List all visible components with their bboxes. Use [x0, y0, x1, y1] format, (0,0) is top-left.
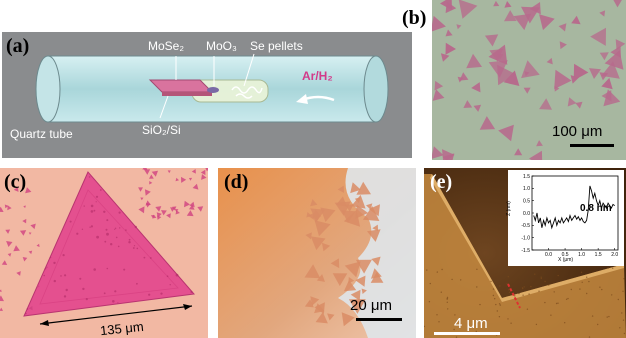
substrate-label: SiO₂/Si	[142, 123, 181, 137]
y-tick-label: 1.5	[523, 174, 530, 180]
flake-debris	[0, 168, 208, 311]
panel-label-e: (e)	[430, 171, 453, 193]
se-pellets	[231, 86, 263, 94]
inset-ylabel: Z (nm)	[505, 201, 512, 216]
triangular-flake	[23, 171, 195, 317]
dimension-arrow-left	[40, 320, 49, 326]
moo3-label: MoO₃	[206, 39, 237, 53]
scale-bar-b-line	[570, 144, 614, 147]
afm-profile-marker	[507, 283, 521, 309]
afm-flake	[424, 174, 626, 338]
scale-bar-e-label: 4 μm	[454, 315, 488, 332]
panel-c: 135 μm (c)	[0, 168, 208, 338]
scale-bar-d-label: 20 μm	[350, 297, 392, 314]
x-tick-label: 0.0	[545, 252, 552, 258]
quartz-tube-left-end	[35, 55, 61, 123]
y-tick-label: -0.5	[521, 223, 530, 229]
height-profile-inset: 0.0 0.5 1.0 1.5 2.0 -1.5 -1.0 -0.5 0.0 0.5 1.0 1.5 …	[505, 170, 624, 266]
panel-c-micrograph	[0, 168, 208, 326]
panel-e: 4 μm (e) 0.0 0.5 1.0 1.5 2.0 -1.5 -1.0 -0.5 0.0 0…	[424, 168, 626, 338]
quartz-tube-right-end	[363, 55, 389, 123]
triangular-flake-inner	[39, 189, 179, 305]
quartz-tube-label: Quartz tube	[10, 127, 73, 141]
y-tick-label: 0.0	[523, 211, 530, 217]
mose2-label: MoSe₂	[148, 39, 185, 53]
flake-field	[432, 0, 626, 160]
panel-d-micrograph	[218, 168, 416, 338]
x-tick-label: 2.0	[611, 252, 618, 258]
thickness-label: 0.8 nm	[580, 203, 612, 214]
se-leader	[243, 53, 255, 87]
flake-surface-texture	[25, 176, 193, 315]
panel-label-b: (b)	[402, 7, 427, 29]
height-profile-plot: 0.0 0.5 1.0 1.5 2.0 -1.5 -1.0 -0.5 0.0 0.5 1.0 1.5	[521, 174, 619, 258]
se-pellets-label: Se pellets	[250, 39, 303, 53]
panel-a: MoSe₂ MoO₃ Se pellets Ar/H₂ Quartz tube …	[0, 0, 420, 160]
inset-xlabel: X (μm)	[558, 257, 574, 263]
panel-b-micrograph	[432, 0, 626, 160]
panel-b: 100 μm	[432, 0, 626, 160]
substrate-leader	[159, 95, 169, 119]
height-profile-line	[533, 185, 615, 230]
mose2-substrate-edge	[162, 92, 212, 96]
scale-bar-b: 100 μm	[550, 124, 620, 154]
panel-label-a: (a)	[6, 35, 30, 57]
y-tick-label: 0.5	[523, 198, 530, 204]
y-tick-label: 1.0	[523, 186, 530, 192]
scale-bar-d: 20 μm	[346, 294, 412, 334]
dense-flakes	[304, 181, 384, 327]
scale-bar-b-label: 100 μm	[552, 123, 603, 140]
moo3-powder	[207, 87, 219, 93]
dimension-line	[39, 305, 193, 325]
panel-d: 20 μm (d)	[218, 168, 416, 338]
y-tick-label: -1.5	[521, 248, 530, 254]
dimension-arrow-right	[183, 304, 192, 310]
x-tick-label: 1.5	[595, 252, 602, 258]
panel-label-d: (d)	[224, 171, 249, 193]
gas-label: Ar/H₂	[302, 69, 333, 83]
panel-label-c: (c)	[4, 171, 27, 193]
se-pellets-2	[235, 93, 253, 99]
quartz-tube-illustration	[35, 53, 389, 123]
x-tick-label: 0.5	[562, 252, 569, 258]
x-tick-label: 1.0	[578, 252, 585, 258]
afm-grain	[424, 267, 626, 338]
scale-bar-e-line	[434, 332, 500, 335]
gas-flow-arrowhead	[296, 94, 308, 104]
scale-bar-d-line	[356, 318, 402, 321]
y-tick-label: -1.0	[521, 235, 530, 241]
